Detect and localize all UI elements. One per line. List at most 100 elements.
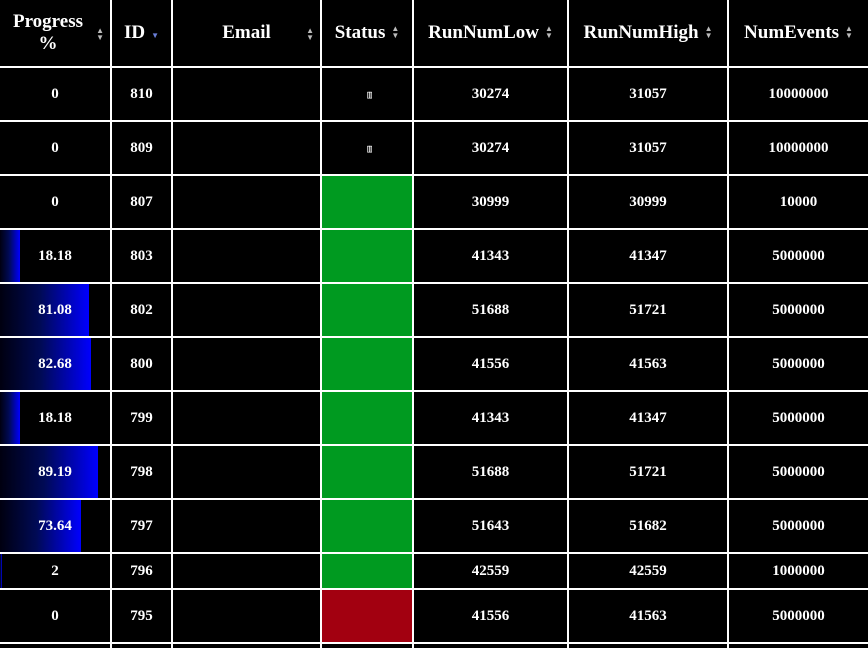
run-num-low-cell: 41343 — [412, 228, 569, 284]
progress-value: 81.08 — [38, 301, 72, 318]
progress-bar — [0, 555, 3, 587]
status-cell — [320, 588, 414, 644]
table-row[interactable]: 0 795 41556 41563 5000000 — [0, 588, 868, 644]
job-id-cell: 800 — [110, 336, 173, 392]
progress-cell: 2 — [0, 552, 112, 590]
column-header-email[interactable]: Email ▲ ▼ — [171, 0, 322, 68]
num-events-cell: 5000000 — [727, 588, 868, 644]
run-num-low-cell: 51688 — [412, 282, 569, 338]
progress-cell: 81.08 — [0, 282, 112, 338]
status-cell — [320, 174, 414, 230]
progress-bar — [0, 501, 81, 551]
run-num-high-cell: 42559 — [567, 552, 729, 590]
table-row[interactable]: 18.18 803 41343 41347 5000000 — [0, 228, 868, 284]
run-num-low-cell: 30274 — [412, 120, 569, 176]
progress-cell: 0 — [0, 588, 112, 644]
run-num-high-cell: 41347 — [567, 390, 729, 446]
table-row[interactable]: 2 796 42559 42559 1000000 — [0, 552, 868, 590]
job-id-cell: 810 — [110, 66, 173, 122]
sort-descending-icon[interactable]: ▲▼ — [151, 31, 160, 40]
table-row[interactable]: 0 810 ▯▯ 30274 31057 10000000 — [0, 66, 868, 122]
column-header-label: ID — [123, 22, 146, 43]
run-num-high-cell: 51721 — [567, 444, 729, 500]
progress-bar — [0, 285, 90, 335]
run-num-high-cell: 31057 — [567, 66, 729, 122]
status-cell — [320, 552, 414, 590]
progress-value: 82.68 — [38, 355, 72, 372]
status-cell — [320, 336, 414, 392]
progress-bar — [0, 393, 20, 443]
column-header-label: NumEvents — [744, 22, 840, 43]
sort-icon[interactable]: ▲ ▼ — [391, 24, 400, 40]
run-num-high-cell: 51682 — [567, 498, 729, 554]
email-cell — [171, 282, 322, 338]
progress-value: 73.64 — [38, 517, 72, 534]
table-row[interactable]: 73.64 797 51643 51682 5000000 — [0, 498, 868, 554]
progress-cell: 0 — [0, 66, 112, 122]
column-header-label: Progress % — [12, 11, 83, 54]
run-num-low-cell: 41556 — [412, 588, 569, 644]
progress-cell: 18.18 — [0, 228, 112, 284]
num-events-cell: 10000000 — [727, 120, 868, 176]
progress-value: 0 — [51, 193, 59, 210]
num-events-cell: 5000000 — [727, 336, 868, 392]
column-header-label: Email — [222, 22, 271, 43]
column-header-id[interactable]: ID ▲▼ — [110, 0, 173, 68]
job-id-cell: 802 — [110, 282, 173, 338]
job-id-cell: 798 — [110, 444, 173, 500]
empty-cell — [171, 642, 322, 648]
job-id-cell: 807 — [110, 174, 173, 230]
progress-cell: 82.68 — [0, 336, 112, 392]
run-num-low-cell: 30999 — [412, 174, 569, 230]
run-num-high-cell: 41563 — [567, 336, 729, 392]
sort-icon[interactable]: ▲ ▼ — [845, 24, 853, 40]
column-header-run-num-low[interactable]: RunNumLow ▲ ▼ — [412, 0, 569, 68]
num-events-cell: 10000000 — [727, 66, 868, 122]
column-header-progress[interactable]: Progress % ▲ ▼ — [0, 0, 112, 68]
progress-cell: 18.18 — [0, 390, 112, 446]
progress-bar — [0, 231, 20, 281]
status-cell — [320, 498, 414, 554]
sort-icon[interactable]: ▲ ▼ — [306, 26, 314, 42]
num-events-cell: 5000000 — [727, 282, 868, 338]
run-num-low-cell: 30274 — [412, 66, 569, 122]
table-row[interactable]: 0 809 ▯▯ 30274 31057 10000000 — [0, 120, 868, 176]
table-header-row: Progress % ▲▼ ID ▲▼ Email ▲▼ Status — [0, 0, 868, 68]
column-header-num-events[interactable]: NumEvents ▲ ▼ — [727, 0, 868, 68]
job-id-cell: 797 — [110, 498, 173, 554]
progress-cell: 73.64 — [0, 498, 112, 554]
run-num-low-cell: 51643 — [412, 498, 569, 554]
progress-value: 2 — [51, 562, 59, 579]
table-body: 0 810 ▯▯ 30274 31057 10000000 0 809 ▯▯ 30274 31057… — [0, 66, 868, 648]
email-cell — [171, 498, 322, 554]
table-row[interactable]: 82.68 800 41556 41563 5000000 — [0, 336, 868, 392]
num-events-cell: 10000 — [727, 174, 868, 230]
run-num-low-cell: 41343 — [412, 390, 569, 446]
run-num-low-cell: 41556 — [412, 336, 569, 392]
email-cell — [171, 588, 322, 644]
table-row[interactable]: 81.08 802 51688 51721 5000000 — [0, 282, 868, 338]
email-cell — [171, 66, 322, 122]
sort-icon[interactable]: ▲ ▼ — [96, 26, 104, 42]
column-header-status[interactable]: Status ▲ ▼ — [320, 0, 414, 68]
num-events-cell: 5000000 — [727, 228, 868, 284]
sort-icon[interactable]: ▲ ▼ — [544, 24, 553, 40]
table-row[interactable]: 89.19 798 51688 51721 5000000 — [0, 444, 868, 500]
run-num-high-cell: 30999 — [567, 174, 729, 230]
job-id-cell: 796 — [110, 552, 173, 590]
table-row[interactable]: 18.18 799 41343 41347 5000000 — [0, 390, 868, 446]
status-cell — [320, 444, 414, 500]
progress-value: 0 — [51, 607, 59, 624]
column-header-run-num-high[interactable]: RunNumHigh ▲ ▼ — [567, 0, 729, 68]
empty-cell — [110, 642, 173, 648]
progress-value: 89.19 — [38, 463, 72, 480]
run-num-low-cell: 42559 — [412, 552, 569, 590]
table-row[interactable] — [0, 642, 868, 648]
sort-icon[interactable]: ▲ ▼ — [704, 24, 713, 40]
progress-cell: 89.19 — [0, 444, 112, 500]
table-row[interactable]: 0 807 30999 30999 10000 — [0, 174, 868, 230]
num-events-cell: 5000000 — [727, 444, 868, 500]
num-events-cell: 1000000 — [727, 552, 868, 590]
progress-value: 18.18 — [38, 247, 72, 264]
